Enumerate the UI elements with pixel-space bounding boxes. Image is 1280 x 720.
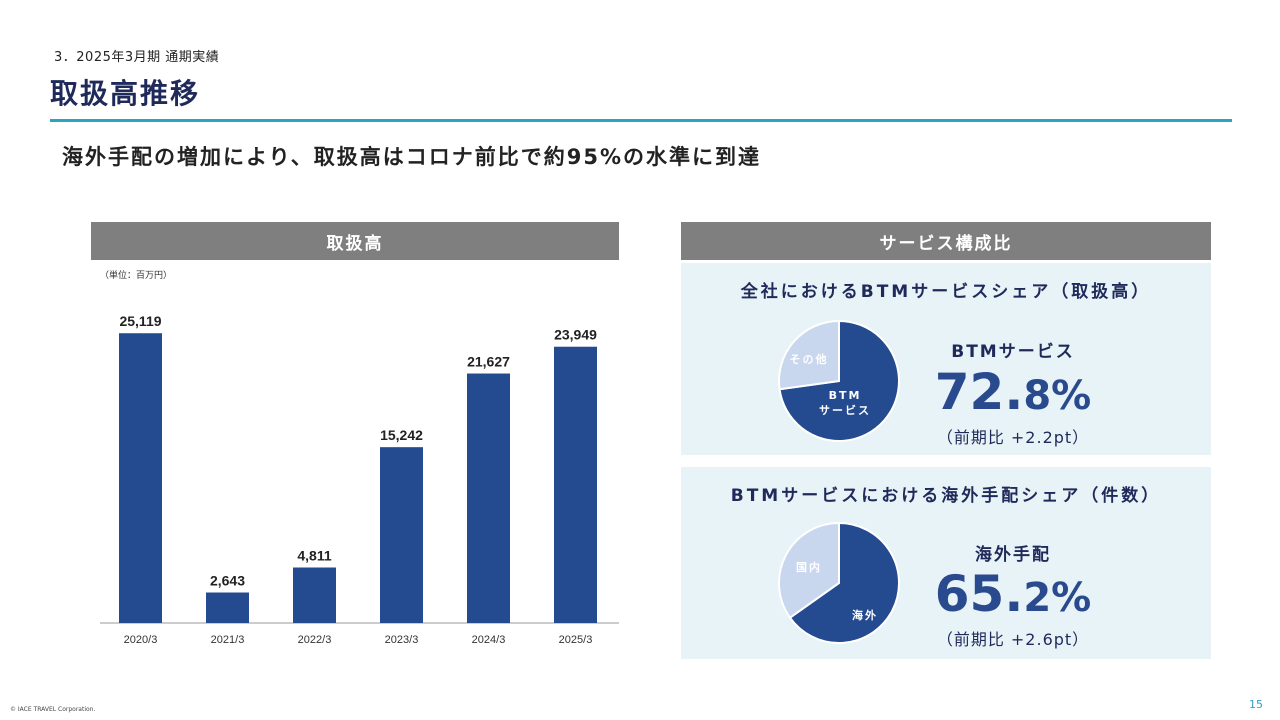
page-title: 取扱高推移 bbox=[50, 77, 201, 110]
btm-share-title: 全社におけるBTMサービスシェア（取扱高） bbox=[740, 282, 1152, 302]
bar-2025/3 bbox=[554, 346, 597, 623]
pie-label: BTM サービス bbox=[819, 389, 871, 417]
bar-2021/3 bbox=[206, 592, 249, 623]
bar-2023/3 bbox=[380, 447, 423, 623]
overseas-share-label: 海外手配 bbox=[975, 545, 1051, 565]
bar-chart: 25,119 2020/3 2,643 2021/3 4,811 2022/3 15,242… bbox=[100, 313, 619, 646]
pie-slice bbox=[788, 521, 900, 644]
overseas-share-value-dec: 2% bbox=[1023, 575, 1092, 621]
tick-label: 2020/3 bbox=[124, 634, 158, 646]
tick-label: 2022/3 bbox=[298, 634, 332, 646]
btm-share-pie: BTM サービス その他 bbox=[778, 319, 900, 442]
tick-label: 2021/3 bbox=[211, 634, 245, 646]
headline: 海外手配の増加により、取扱高はコロナ前比で約95%の水準に到達 bbox=[62, 145, 762, 169]
btm-share-value: 72.8% bbox=[913, 367, 1113, 417]
data-label: 2,643 bbox=[210, 573, 245, 589]
pie-label-line: その他 bbox=[790, 352, 829, 366]
unit-note: （単位：百万円） bbox=[100, 271, 173, 281]
btm-share-value-dec: 8% bbox=[1023, 373, 1092, 419]
overseas-share-change: （前期比 +2.6pt） bbox=[936, 630, 1090, 649]
btm-share-change: （前期比 +2.2pt） bbox=[936, 428, 1090, 447]
bar-chart-header: 取扱高 bbox=[91, 222, 619, 260]
data-label: 4,811 bbox=[297, 548, 331, 564]
overseas-share-pie: 海外 国内 bbox=[778, 521, 900, 644]
overseas-share-title: BTMサービスにおける海外手配シェア（件数） bbox=[730, 486, 1162, 506]
btm-share-box: 全社におけるBTMサービスシェア（取扱高） BTM サービス その他 BTMサービス… bbox=[681, 263, 1211, 455]
overseas-share-value-int: 65. bbox=[934, 565, 1024, 623]
data-label: 23,949 bbox=[554, 327, 597, 343]
pie-slice bbox=[778, 319, 840, 391]
tick-label: 2023/3 bbox=[385, 634, 419, 646]
bar-2020/3 bbox=[119, 333, 162, 623]
bar-2024/3 bbox=[467, 373, 510, 623]
tick-label: 2024/3 bbox=[472, 634, 506, 646]
tick-label: 2025/3 bbox=[559, 634, 593, 646]
section-label: 3．2025年3月期 通期実績 bbox=[54, 50, 220, 65]
title-rule bbox=[50, 119, 1232, 122]
page-number: 15 bbox=[1249, 698, 1263, 711]
pie-label: 国内 bbox=[796, 560, 822, 574]
data-label: 15,242 bbox=[380, 427, 423, 443]
btm-share-value-int: 72. bbox=[934, 363, 1024, 421]
data-label: 25,119 bbox=[119, 313, 161, 329]
pie-label-line: サービス bbox=[819, 403, 871, 417]
btm-share-label: BTMサービス bbox=[951, 342, 1075, 362]
pie-label-line: 海外 bbox=[852, 608, 878, 622]
pie-label: 海外 bbox=[852, 608, 878, 622]
pie-label-line: 国内 bbox=[796, 560, 822, 574]
pie-label: その他 bbox=[790, 352, 829, 366]
pie-slice bbox=[778, 521, 840, 620]
overseas-share-value: 65.2% bbox=[913, 569, 1113, 619]
copyright: © IACE TRAVEL Corporation. bbox=[10, 706, 96, 713]
overseas-share-box: BTMサービスにおける海外手配シェア（件数） 海外 国内 海外手配 65.2% （… bbox=[681, 467, 1211, 659]
pie-label-line: BTM bbox=[829, 389, 862, 402]
data-label: 21,627 bbox=[467, 354, 510, 370]
composition-header: サービス構成比 bbox=[681, 222, 1211, 260]
bar-2022/3 bbox=[293, 567, 336, 623]
